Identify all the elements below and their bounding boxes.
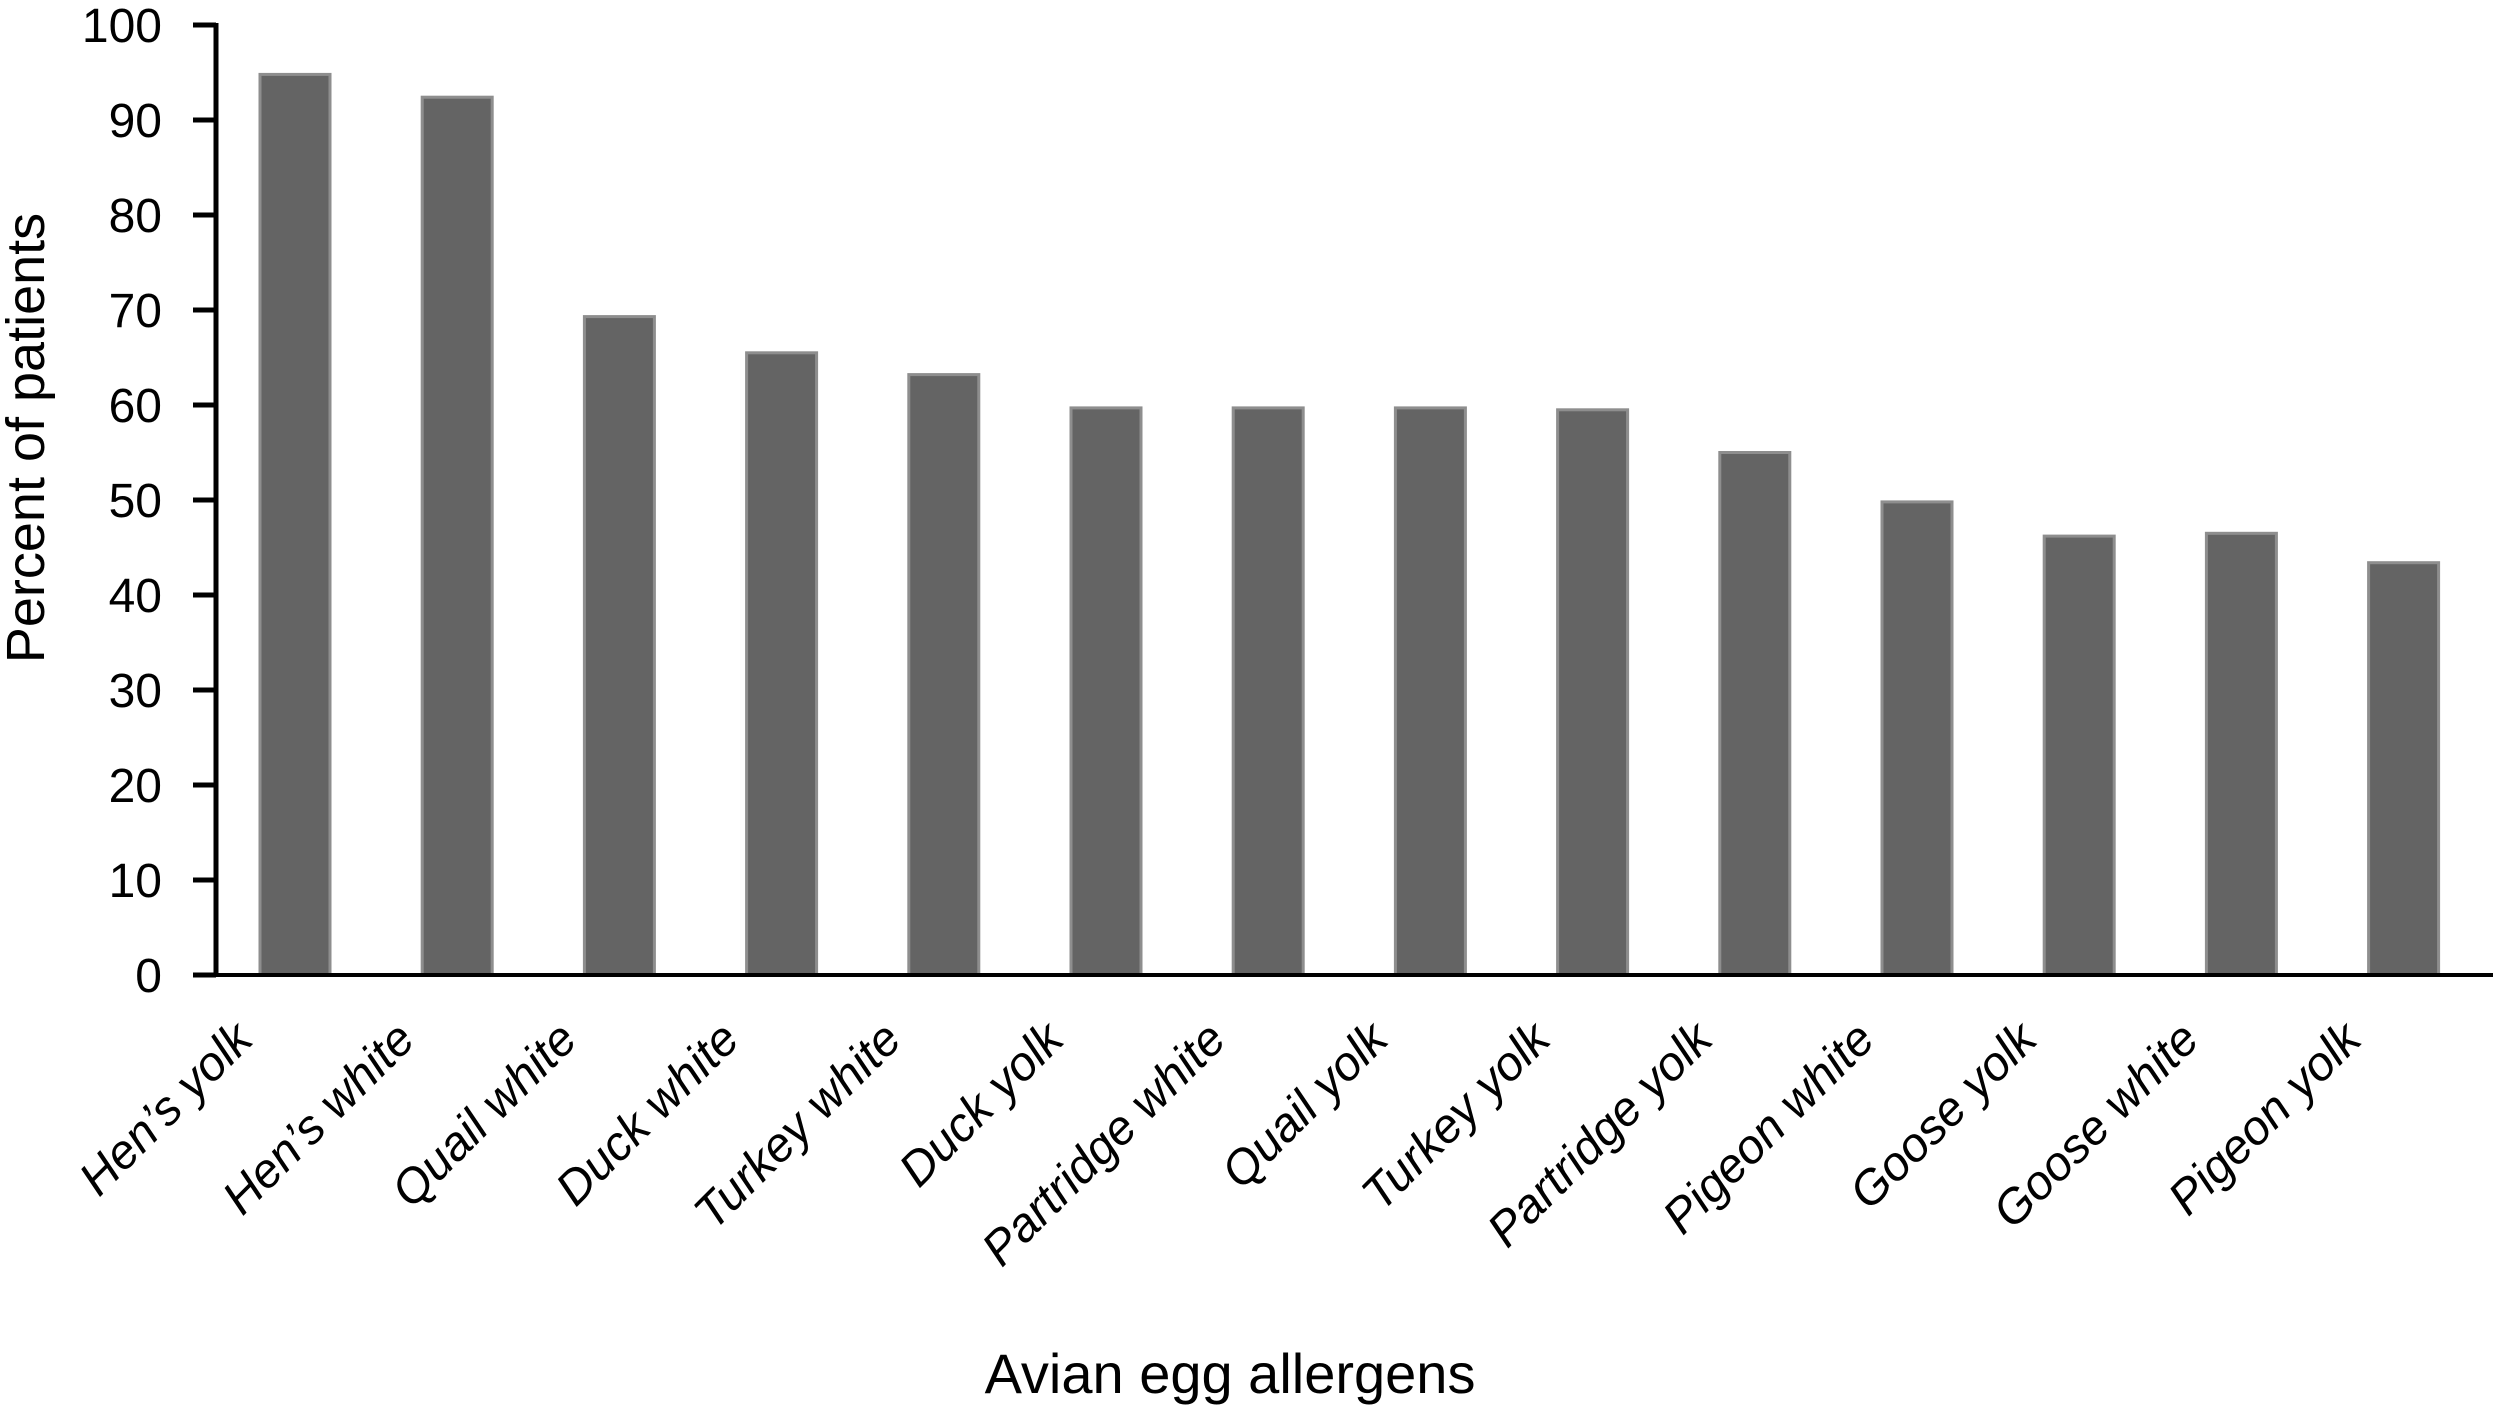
y-tick-label: 30	[109, 665, 162, 718]
bar	[1718, 451, 1792, 977]
bar	[2042, 534, 2116, 977]
y-ticks-group	[193, 22, 216, 978]
y-tick-label: 70	[109, 285, 162, 338]
y-tick-labels-group: 0 10 20 30 40 50 60 70 80 90 100	[82, 0, 162, 1003]
y-tick-label: 100	[82, 0, 162, 53]
bar	[258, 72, 332, 977]
y-axis-title: Percent of patients	[0, 213, 56, 663]
bar	[420, 95, 494, 977]
bar	[745, 351, 819, 977]
y-tick-label: 90	[109, 95, 162, 148]
bar	[1556, 408, 1630, 977]
y-tick-label: 80	[109, 190, 162, 243]
bars-group	[258, 72, 2441, 977]
bar	[2367, 561, 2441, 977]
y-tick-label: 40	[109, 570, 162, 623]
bar	[1231, 406, 1305, 977]
bar	[1880, 500, 1954, 977]
y-tick-label: 50	[109, 475, 162, 528]
y-tick-label: 60	[109, 380, 162, 433]
axes-group	[213, 23, 2493, 977]
y-tick-label: 10	[109, 855, 162, 908]
bar	[907, 373, 981, 977]
bar	[2204, 531, 2278, 977]
bar	[1069, 406, 1143, 977]
x-axis-title: Avian egg allergens	[985, 1342, 1476, 1405]
bar	[582, 315, 656, 977]
bar	[1393, 406, 1467, 977]
y-tick-label: 20	[109, 760, 162, 813]
y-tick-label: 0	[135, 950, 162, 1003]
